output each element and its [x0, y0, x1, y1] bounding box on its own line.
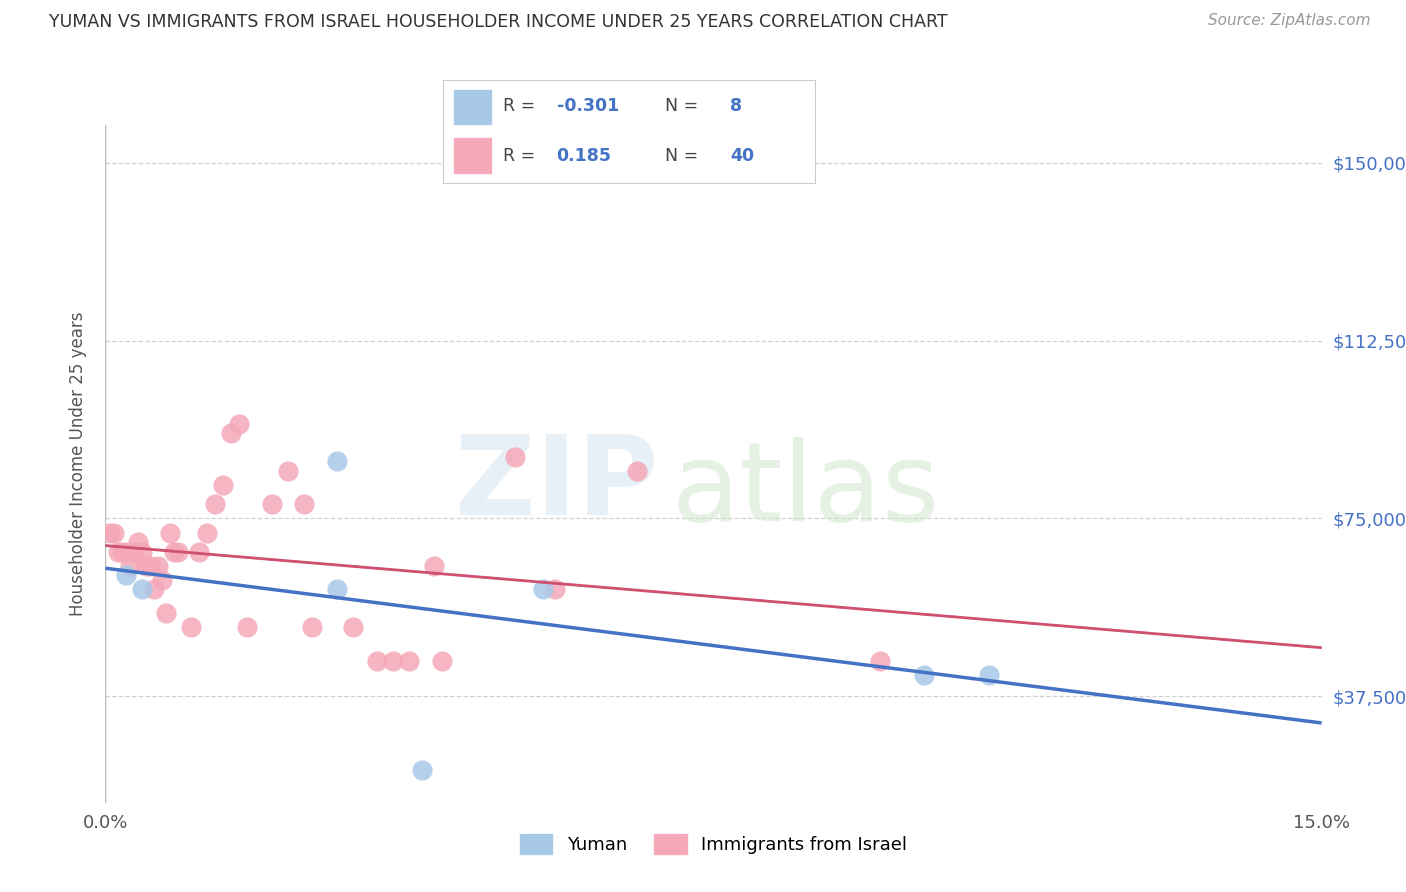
Point [187, 544, 209, 558]
Point [118, 558, 141, 573]
Point [869, 654, 891, 668]
Point [114, 544, 136, 558]
Point [180, 620, 202, 634]
Text: ZIP: ZIP [456, 431, 659, 538]
Point [228, 417, 250, 431]
Text: 8: 8 [730, 97, 742, 115]
Text: R =: R = [502, 146, 540, 165]
Point [163, 544, 186, 558]
Point [135, 558, 157, 573]
Point [236, 620, 259, 634]
Point [342, 620, 364, 634]
Point [107, 544, 129, 558]
Point [131, 582, 153, 597]
Point [139, 558, 162, 573]
Point [912, 668, 935, 682]
Point [111, 544, 134, 558]
Bar [454, 89, 491, 124]
Point [325, 454, 347, 468]
Point [204, 497, 226, 511]
Point [382, 654, 405, 668]
Point [155, 606, 177, 620]
Point [195, 525, 218, 540]
Point [131, 544, 153, 558]
Point [103, 525, 125, 540]
Point [277, 464, 299, 478]
Text: 0.185: 0.185 [557, 146, 612, 165]
Text: Source: ZipAtlas.com: Source: ZipAtlas.com [1208, 13, 1371, 29]
Point [544, 582, 567, 597]
Point [260, 497, 283, 511]
Point [979, 668, 1001, 682]
Bar [454, 137, 491, 173]
Point [143, 582, 166, 597]
Text: N =: N = [665, 146, 703, 165]
Point [503, 450, 526, 464]
Point [398, 654, 420, 668]
Point [159, 525, 181, 540]
Point [430, 654, 453, 668]
Point [146, 558, 169, 573]
Point [114, 568, 136, 582]
Y-axis label: Householder Income Under 25 years: Householder Income Under 25 years [69, 311, 87, 616]
Text: YUMAN VS IMMIGRANTS FROM ISRAEL HOUSEHOLDER INCOME UNDER 25 YEARS CORRELATION CH: YUMAN VS IMMIGRANTS FROM ISRAEL HOUSEHOL… [49, 13, 948, 31]
Point [122, 544, 145, 558]
Text: R =: R = [502, 97, 540, 115]
Text: 40: 40 [730, 146, 754, 165]
Point [212, 478, 235, 492]
Point [423, 558, 446, 573]
Legend: Yuman, Immigrants from Israel: Yuman, Immigrants from Israel [513, 827, 914, 862]
Point [325, 582, 347, 597]
Point [219, 425, 242, 440]
Point [531, 582, 554, 597]
Point [292, 497, 315, 511]
Point [150, 573, 173, 587]
Point [127, 535, 149, 549]
Point [98, 525, 121, 540]
Point [411, 763, 433, 777]
Point [167, 544, 190, 558]
Point [366, 654, 388, 668]
Text: N =: N = [665, 97, 703, 115]
Text: atlas: atlas [671, 437, 939, 544]
Point [626, 464, 648, 478]
Point [301, 620, 323, 634]
Text: -0.301: -0.301 [557, 97, 619, 115]
